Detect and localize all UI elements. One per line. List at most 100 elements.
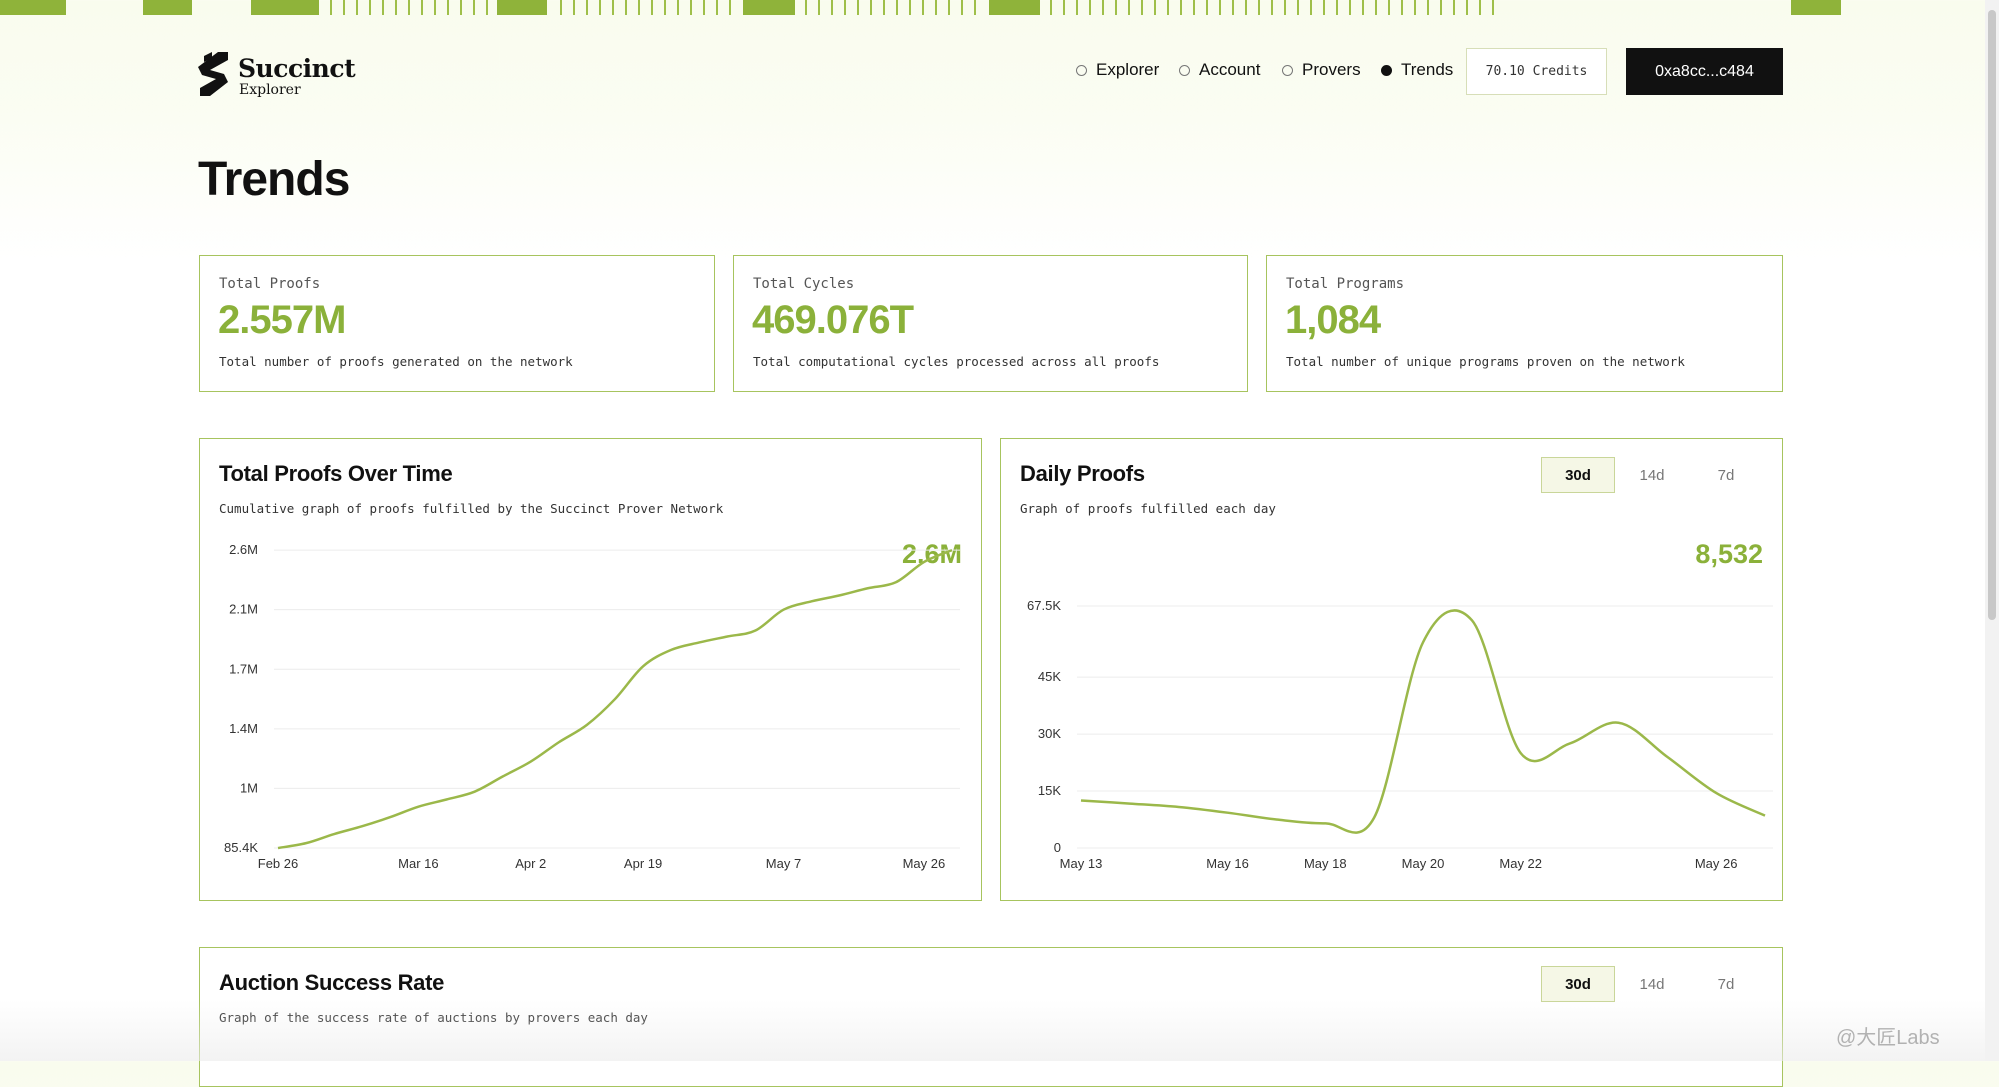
bar-tick [818,0,820,15]
data-point[interactable] [1518,750,1524,756]
x-tick-label: May 22 [1499,856,1542,871]
bar-tick [690,0,692,15]
stat-value: 469.076T [752,298,914,342]
data-point[interactable] [584,722,590,728]
x-tick-label: May 13 [1060,856,1103,871]
bar-tick [870,0,872,15]
bar-tick [421,0,423,15]
data-point[interactable] [893,579,899,585]
nav-item-trends[interactable]: Trends [1381,60,1453,80]
x-tick-label: Apr 19 [624,856,662,871]
page-title: Trends [198,153,350,206]
bar-tick [948,0,950,15]
data-point[interactable] [668,647,674,653]
y-tick-label: 1M [240,780,258,795]
succinct-logo[interactable]: Succinct Explorer [198,52,358,100]
bar-segment [497,0,547,15]
bar-tick [961,0,963,15]
series-line [1080,609,1766,834]
data-point[interactable] [1567,741,1573,747]
daily-proofs-line-chart[interactable]: 0 15K 30K 45K 67.5K May 13 May 16 May 18 May 20 M… [1001,439,1784,902]
data-point[interactable] [1273,817,1279,823]
bar-segment [143,0,192,15]
data-point[interactable] [1615,720,1621,726]
data-point[interactable] [724,633,730,639]
data-point[interactable] [387,814,393,820]
nav-item-explorer[interactable]: Explorer [1076,60,1159,80]
scrollbar[interactable] [1985,0,1999,1061]
bar-tick [896,0,898,15]
y-tick-label: 2.1M [229,602,258,617]
bar-tick [1323,0,1325,15]
data-point[interactable] [781,607,787,613]
data-point[interactable] [1176,804,1182,810]
data-point[interactable] [472,789,478,795]
nav-item-account[interactable]: Account [1179,60,1260,80]
credits-badge[interactable]: 70.10 Credits [1466,48,1607,95]
range-14d-button[interactable]: 14d [1639,975,1665,993]
range-7d-button[interactable]: 7d [1717,975,1735,993]
stat-description: Total number of unique programs proven o… [1286,354,1685,369]
y-tick-label: 85.4K [224,840,258,855]
wallet-button[interactable]: 0xa8cc...c484 [1626,48,1783,95]
data-point[interactable] [612,696,618,702]
data-point[interactable] [640,663,646,669]
data-point[interactable] [696,639,702,645]
data-point[interactable] [1078,798,1084,804]
data-point[interactable] [1420,639,1426,645]
data-point[interactable] [1469,617,1475,623]
bar-tick [1245,0,1247,15]
data-point[interactable] [415,804,421,810]
bar-tick [716,0,718,15]
bar-segment [1791,0,1841,15]
data-point[interactable] [556,739,562,745]
range-14d-button[interactable]: 14d [1639,466,1665,484]
bar-tick [356,0,358,15]
bar-tick [638,0,640,15]
y-tick-label: 1.7M [229,661,258,676]
bar-tick [664,0,666,15]
data-point[interactable] [1371,815,1377,821]
data-point[interactable] [1762,813,1768,819]
bar-segment [0,0,66,15]
bar-tick [395,0,397,15]
data-point[interactable] [1225,810,1231,816]
data-point[interactable] [809,598,815,604]
bar-tick [935,0,937,15]
data-point[interactable] [500,774,506,780]
data-point[interactable] [1127,801,1133,807]
bar-tick [343,0,345,15]
bar-tick [1362,0,1364,15]
range-30d-button[interactable]: 30d [1541,457,1615,493]
bar-tick [1141,0,1143,15]
data-point[interactable] [1322,820,1328,826]
data-point[interactable] [444,796,450,802]
data-point[interactable] [331,831,337,837]
bar-tick [1180,0,1182,15]
scrollbar-thumb[interactable] [1988,10,1996,620]
bar-tick [330,0,332,15]
data-point[interactable] [303,840,309,846]
x-tick-label: May 16 [1206,856,1249,871]
data-point[interactable] [949,547,955,553]
stat-label: Total Proofs [219,276,321,292]
data-point[interactable] [275,845,281,851]
bar-tick [974,0,976,15]
data-point[interactable] [865,585,871,591]
nav-item-provers[interactable]: Provers [1282,60,1361,80]
range-7d-button[interactable]: 7d [1717,466,1735,484]
data-point[interactable] [1664,754,1670,760]
data-point[interactable] [837,592,843,598]
bar-tick [1284,0,1286,15]
data-point[interactable] [359,823,365,829]
data-point[interactable] [921,559,927,565]
total-proofs-line-chart[interactable]: 85.4K 1M 1.4M 1.7M 2.1M 2.6M Feb 26 Mar 16 Apr 2… [200,439,983,902]
bar-tick [1349,0,1351,15]
stat-card-total-programs: Total Programs 1,084 Total number of uni… [1266,255,1783,392]
nav-label: Trends [1401,60,1454,79]
data-point[interactable] [752,628,758,634]
data-point[interactable] [528,759,534,765]
data-point[interactable] [1713,790,1719,796]
bar-tick [883,0,885,15]
range-30d-button[interactable]: 30d [1541,966,1615,1002]
